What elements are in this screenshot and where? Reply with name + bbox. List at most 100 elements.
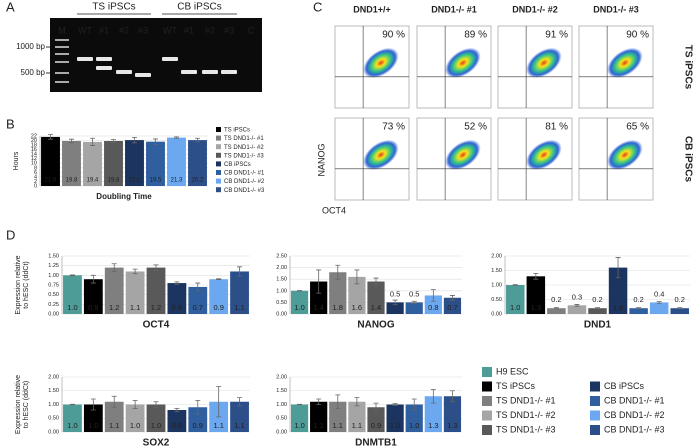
y-axis-label: Expression relative (15, 255, 22, 314)
y-axis-label: to hESC (ddCt) (23, 261, 30, 308)
value-label: 0.8 (172, 421, 182, 430)
value-label: 1.0 (67, 303, 77, 312)
flow-column-header: DND1-/- #3 (593, 4, 639, 14)
bar (386, 302, 404, 314)
legend-label: CB DND1-/- #2 (604, 410, 665, 420)
lane-label: #2 (119, 25, 129, 35)
lane-label: #2 (205, 25, 215, 35)
bar (608, 267, 628, 314)
error-bar (553, 307, 559, 310)
y-tick-label: 1.50 (276, 388, 287, 394)
y-axis-label: Hours (13, 151, 20, 170)
bar (443, 297, 462, 314)
y-tick-label: 6 (34, 170, 37, 176)
error-bar (512, 284, 518, 286)
y-tick-label: 1.00 (276, 288, 287, 294)
error-bar (132, 268, 138, 275)
value-label: 1.0 (510, 303, 520, 312)
gel-band (77, 57, 93, 61)
bar (670, 308, 689, 314)
bar (63, 404, 82, 432)
flow-percentage: 90 % (382, 30, 405, 41)
error-bar (615, 257, 621, 279)
bar (310, 401, 328, 432)
value-label: 0.2 (551, 295, 561, 304)
error-bar (316, 269, 322, 294)
bar (83, 141, 102, 186)
flow-percentage: 73 % (382, 122, 405, 133)
gel-band (135, 73, 151, 77)
value-label: 0.5 (409, 289, 419, 298)
bar (367, 407, 385, 432)
flow-percentage: 91 % (545, 30, 568, 41)
chart-title: SOX2 (143, 438, 170, 447)
flow-cloud (363, 139, 399, 171)
gel-band (55, 61, 69, 63)
value-label: 0.9 (213, 303, 223, 312)
error-bar (595, 307, 600, 310)
lane-label: WT (163, 25, 177, 35)
y-tick-label: 18 (31, 143, 37, 149)
y-tick-label: 1.50 (491, 268, 502, 274)
bar (567, 305, 587, 314)
bar (386, 404, 404, 432)
error-bar (533, 273, 539, 280)
error-bar (174, 136, 179, 139)
lane-label: C (248, 25, 255, 35)
y-tick-label: 0.50 (491, 297, 502, 303)
value-label: 1.3 (531, 303, 541, 312)
value-label: 21.6 (45, 178, 57, 184)
bar (167, 410, 187, 432)
error-bar (111, 263, 117, 272)
bar (405, 302, 423, 314)
y-axis-label: to hESC (ddCt) (23, 381, 30, 428)
value-label: 0.9 (371, 421, 381, 430)
bar (649, 302, 669, 314)
error-bar (90, 137, 95, 146)
bar (167, 137, 186, 186)
bar (424, 295, 442, 314)
y-tick-label: 2.00 (276, 374, 287, 380)
value-label: 0.8 (428, 303, 438, 312)
value-label: 1.1 (352, 421, 362, 430)
error-bar (373, 277, 379, 286)
lane-label: #3 (138, 25, 148, 35)
panel-label: A (6, 0, 15, 14)
y-tick-label: 0.00 (48, 311, 59, 317)
y-tick-label: 1.00 (491, 282, 502, 288)
flow-percentage: 90 % (626, 30, 649, 41)
bar (41, 136, 60, 186)
value-label: 1.0 (151, 421, 161, 430)
error-bar (392, 403, 398, 406)
value-label: 1.0 (130, 421, 140, 430)
y-axis-label: Expression relative (15, 375, 22, 434)
error-bar (132, 399, 138, 410)
bar (104, 401, 124, 432)
value-label: 1.8 (333, 303, 343, 312)
error-bar (195, 399, 201, 415)
y-tick-label: 2.50 (276, 253, 287, 259)
flow-cloud (445, 47, 481, 79)
y-tick-label: 10 (31, 161, 37, 167)
gel-band (55, 81, 69, 83)
flow-cloud (363, 47, 399, 79)
lane-label: M (58, 25, 66, 35)
bar (405, 404, 423, 432)
legend-label: CB DND1-/- #1 (224, 171, 265, 177)
value-label: 1.1 (234, 303, 244, 312)
value-label: 19.8 (66, 178, 78, 184)
y-tick-label: 0.50 (48, 292, 59, 298)
y-tick-label: 0 (34, 183, 37, 189)
bar (290, 290, 309, 314)
gel-band (116, 70, 132, 74)
bar (348, 276, 366, 314)
y-tick-label: 1.50 (48, 253, 59, 259)
value-label: 1.0 (88, 421, 98, 430)
value-label: 0.8 (172, 303, 182, 312)
bar (424, 396, 442, 432)
bar (230, 271, 249, 314)
flow-y-label: NANOG (316, 143, 326, 176)
error-bar (656, 301, 662, 304)
bar (146, 404, 166, 432)
error-bar (574, 304, 580, 307)
